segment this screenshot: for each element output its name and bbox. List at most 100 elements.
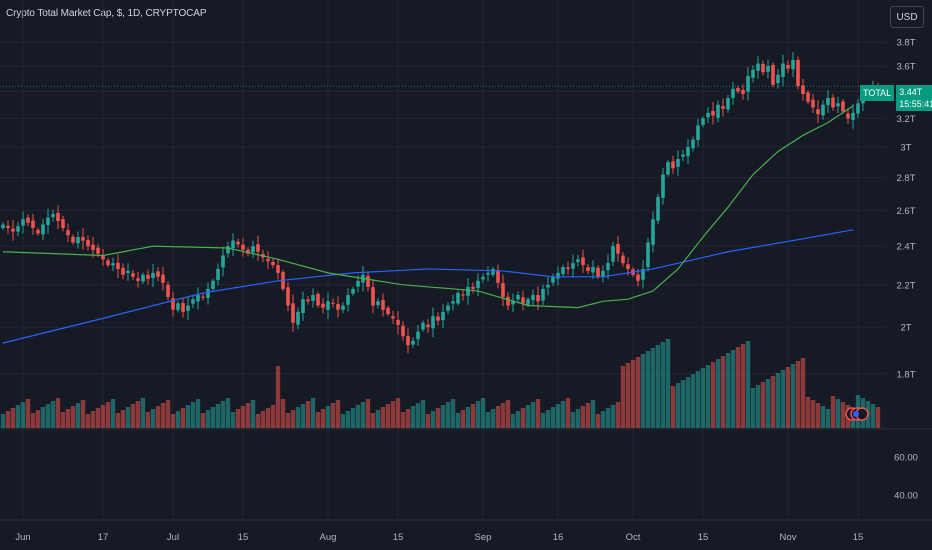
volume-bar [775, 373, 781, 428]
candle-body [751, 69, 755, 78]
candle-body [496, 270, 500, 283]
volume-bar [835, 399, 841, 428]
event-marker-dot [853, 411, 859, 417]
volume-bar [800, 358, 806, 428]
candle-body [481, 276, 485, 280]
candle-body [606, 263, 610, 271]
candle-body [796, 59, 800, 87]
candle-body [46, 217, 50, 225]
candle-body [841, 101, 845, 112]
volume-bar [210, 407, 216, 428]
volume-bar [705, 365, 711, 428]
volume-bar [340, 414, 346, 428]
volume-bar [80, 400, 86, 428]
candle-body [31, 220, 35, 229]
candle-body [296, 311, 300, 325]
candle-body [581, 257, 585, 266]
volume-bar [545, 410, 551, 428]
candle-body [356, 280, 360, 287]
candle-body [836, 103, 840, 107]
candle-body [141, 274, 145, 282]
volume-bar [110, 399, 116, 428]
volume-bar [350, 408, 356, 428]
candle-body [746, 75, 750, 92]
candle-body [81, 237, 85, 241]
candle-body [286, 287, 290, 306]
candle-body [856, 103, 860, 114]
volume-bar [55, 398, 61, 428]
candle-body [376, 301, 380, 306]
candle-body [96, 247, 100, 254]
volume-bar [365, 399, 371, 428]
candle-body [101, 255, 105, 260]
candle-body [121, 267, 125, 275]
volume-bar [300, 404, 306, 428]
volume-bar [195, 399, 201, 428]
candle-body [731, 88, 735, 98]
candle-body [251, 246, 255, 253]
volume-bar [820, 406, 826, 428]
candle-body [651, 219, 655, 245]
candle-body [501, 283, 505, 298]
candle-body [591, 267, 595, 273]
candle-body [351, 288, 355, 294]
volume-bar [580, 406, 586, 428]
volume-bar [205, 410, 211, 428]
candle-body [721, 106, 725, 109]
volume-bar [170, 414, 176, 428]
candle-body [236, 241, 240, 245]
ma-fast-line [2, 105, 854, 309]
candle-body [781, 63, 785, 77]
candle-body [326, 301, 330, 310]
candle-body [241, 244, 245, 250]
volume-bar [425, 414, 431, 428]
volume-bar [145, 412, 151, 428]
volume-bar [720, 356, 726, 428]
candle-body [671, 161, 675, 169]
volume-bar [495, 406, 501, 428]
candle-body [491, 268, 495, 275]
time-axis-label: 15 [853, 532, 864, 543]
candle-body [476, 280, 480, 289]
volume-bar [605, 408, 611, 428]
volume-bar [430, 411, 436, 428]
volume-bar [625, 363, 631, 428]
candle-body [456, 292, 460, 304]
candle-body [61, 219, 65, 229]
volume-bar [120, 410, 126, 428]
candle-body [316, 293, 320, 306]
volume-bar [185, 405, 191, 428]
candle-body [321, 303, 325, 308]
volume-bar [105, 402, 111, 428]
volume-bar [710, 362, 716, 428]
volume-bar [475, 401, 481, 428]
volume-bar [35, 410, 41, 428]
candle-body [691, 139, 695, 149]
last-price-tag: TOTAL 3.44T 15:55:41 [860, 85, 932, 111]
candle-body [311, 295, 315, 301]
candle-body [656, 197, 660, 221]
candle-body [561, 267, 565, 274]
volume-bar [510, 414, 516, 428]
candle-body [566, 267, 570, 269]
volume-bar [290, 410, 296, 428]
volume-bar [480, 398, 486, 428]
volume-bar [780, 370, 786, 428]
volume-bar [530, 402, 536, 428]
candle-body [366, 275, 370, 287]
currency-button[interactable]: USD [890, 6, 924, 28]
volume-bar [310, 398, 316, 428]
volume-bar [565, 398, 571, 428]
candle-body [226, 246, 230, 254]
volume-bar [645, 351, 651, 428]
chart-title: Crypto Total Market Cap, $, 1D, CRYPTOCA… [6, 8, 207, 19]
candle-body [771, 64, 775, 85]
volume-bar [680, 380, 686, 428]
candle-body [346, 295, 350, 305]
volume-bar [505, 400, 511, 428]
candle-body [511, 301, 515, 305]
candle-body [26, 217, 30, 223]
candle-body [111, 263, 115, 266]
volume-bar [735, 347, 741, 428]
